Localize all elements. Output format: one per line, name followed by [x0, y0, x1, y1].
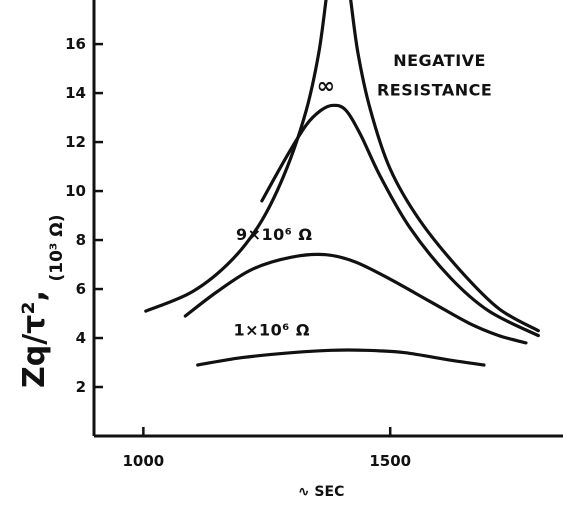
axes: [92, 0, 563, 438]
annotation-negative-resistance-2: RESISTANCE: [377, 81, 492, 100]
annotation-infinity: ∞: [317, 74, 336, 99]
series-line-2-0: [183, 252, 528, 345]
y-axis-unit-label: (10³ Ω): [47, 214, 67, 281]
series-line-3-0: [196, 348, 486, 367]
annotation-one-meg: 1×10⁶ Ω: [233, 321, 309, 340]
y-tick-label: 2: [76, 378, 86, 396]
y-tick-label: 16: [65, 35, 86, 53]
y-tick-label: 10: [65, 182, 86, 200]
series-line-0-1: [349, 0, 540, 333]
y-tick-label: 14: [65, 84, 86, 102]
x-tick-label: 1500: [369, 452, 411, 470]
curves: [144, 0, 540, 367]
y-tick-label: 8: [76, 231, 86, 249]
annotation-nine-meg: 9×10⁶ Ω: [236, 225, 312, 244]
annotation-negative-resistance-1: NEGATIVE: [393, 51, 486, 70]
y-tick-label: 12: [65, 133, 86, 151]
y-tick-label: 4: [76, 329, 86, 347]
labels: 2 4 6 8 10 12 14 16 1000 1500 NEGATIVE RESISTANCE ∞ 9…: [17, 35, 492, 500]
y-axis-label: Zq/τ²,: [17, 290, 52, 388]
y-tick-label: 6: [76, 280, 86, 298]
series-line-0-0: [144, 0, 328, 313]
x-tick-label: 1000: [122, 452, 164, 470]
x-axis-label: ∿ SEC: [298, 484, 345, 500]
series-line-1-0: [260, 103, 540, 338]
